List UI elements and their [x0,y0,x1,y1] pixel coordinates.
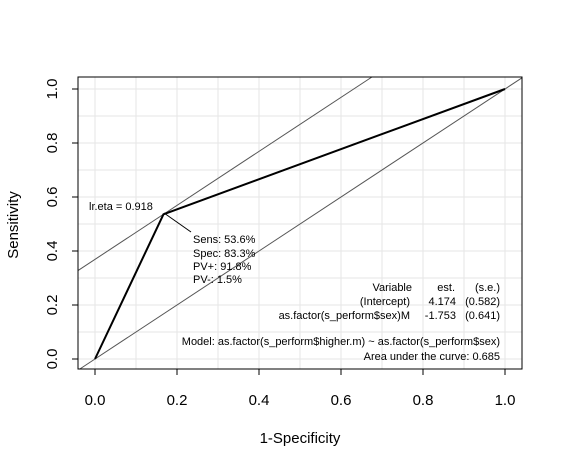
x-tick-label: 0.0 [85,392,106,409]
metric-sens: Sens: 53.6% [193,234,256,246]
y-tick-label: 0.4 [44,241,61,262]
table-header-est: est. [437,282,455,294]
x-axis: 0.0 0.2 0.4 0.6 0.8 1.0 [85,369,516,409]
metric-spec: Spec: 83.3% [193,248,256,260]
y-axis: 0.0 0.2 0.4 0.6 0.8 1.0 [44,79,78,370]
metric-pv-plus: PV+: 91.8% [193,261,252,273]
grid-layer [78,77,522,369]
y-tick-label: 0.2 [44,295,61,316]
metric-pv-minus: PV-: 1.5% [193,274,242,286]
table-row-intercept-se: (0.582) [465,296,500,308]
auc-text: Area under the curve: 0.685 [364,351,500,363]
table-header-se: (s.e.) [475,282,500,294]
reference-lines [77,76,523,370]
roc-curve-layer [94,88,506,360]
table-row-sex-variable: as.factor(s_perform$sex)M [279,310,410,322]
x-tick-label: 1.0 [495,392,516,409]
x-tick-label: 0.2 [167,392,188,409]
roc-curve-line [94,88,506,360]
y-tick-label: 0.6 [44,187,61,208]
plot-box [77,76,523,370]
table-row-intercept-est: 4.174 [428,296,456,308]
x-tick-label: 0.4 [249,392,270,409]
x-tick-label: 0.8 [413,392,434,409]
table-row-sex-se: (0.641) [465,310,500,322]
table-header-variable: Variable [372,282,412,294]
y-tick-label: 0.8 [44,133,61,154]
cutoff-label: lr.eta = 0.918 [89,201,153,213]
cutoff-leader-line [163,212,192,233]
model-formula: Model: as.factor(s_perform$higher.m) ~ a… [182,336,500,348]
y-tick-label: 1.0 [44,79,61,100]
table-row-sex-est: -1.753 [425,310,456,322]
annotation-layer: lr.eta = 0.918 Sens: 53.6% Spec: 83.3% P… [89,201,500,363]
reference-line-2 [77,76,373,271]
y-tick-label: 0.0 [44,349,61,370]
y-axis-label: Sensitivity [5,191,22,259]
reference-line-1 [79,77,523,370]
x-tick-label: 0.6 [331,392,352,409]
x-axis-label: 1-Specificity [260,430,341,447]
table-row-intercept-variable: (Intercept) [360,296,410,308]
